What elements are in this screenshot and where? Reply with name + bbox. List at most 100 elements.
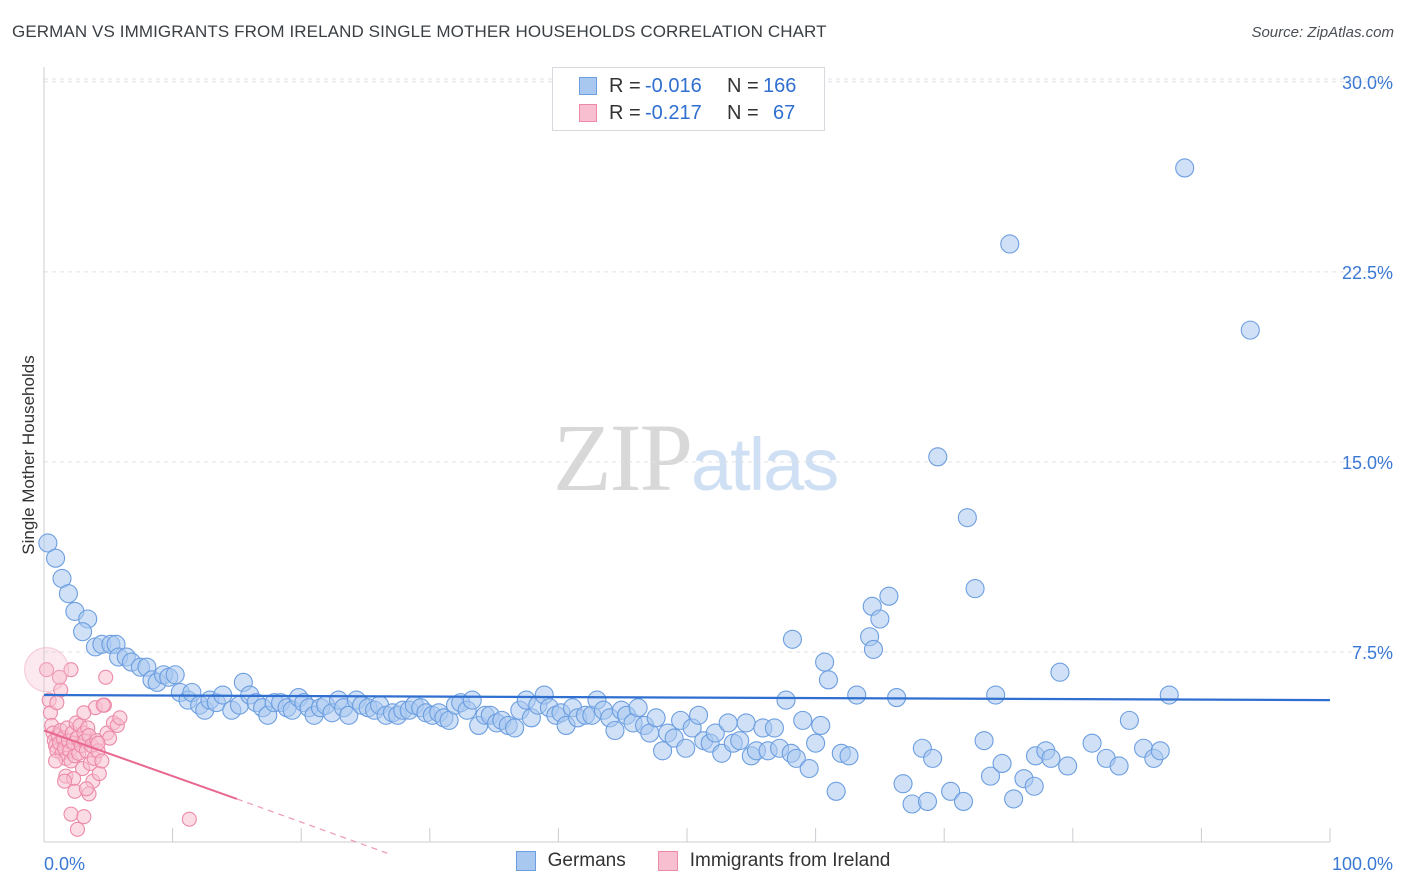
point-ireland	[94, 753, 110, 769]
point-germans	[923, 748, 943, 768]
point-germans	[1119, 710, 1139, 730]
point-germans	[165, 665, 185, 685]
point-germans	[1082, 733, 1102, 753]
point-ireland	[39, 662, 55, 678]
trend-germans	[43, 693, 1331, 702]
point-germans	[965, 579, 985, 599]
point-germans	[786, 748, 806, 768]
point-germans	[705, 723, 725, 743]
point-germans	[505, 718, 525, 738]
series-legend-swatch-germans	[515, 851, 536, 871]
legend-n-value: 67	[773, 101, 796, 124]
watermark-zip: ZIP	[553, 404, 693, 511]
point-germans	[839, 746, 859, 766]
legend-swatch-germans	[579, 77, 597, 95]
point-germans	[646, 708, 666, 728]
point-germans	[1058, 756, 1078, 776]
point-germans	[46, 548, 66, 568]
point-germans	[992, 753, 1012, 773]
point-germans	[339, 705, 359, 725]
point-germans	[73, 622, 93, 642]
point-germans	[782, 629, 803, 649]
point-ireland	[76, 705, 92, 721]
legend-row-germans: R = -0.016 N = 166	[553, 73, 796, 99]
trend-ireland-extension	[236, 798, 392, 856]
watermark: ZIPatlas	[553, 402, 839, 513]
point-germans	[806, 733, 826, 753]
series-legend-ireland: Immigrants from Ireland	[657, 850, 890, 872]
point-ireland	[95, 697, 111, 713]
source-label: Source: ZipAtlas.com	[1251, 24, 1394, 41]
legend-n-value: 166	[763, 74, 797, 97]
point-ireland	[48, 753, 64, 769]
point-germans	[1240, 320, 1260, 340]
point-ireland	[69, 821, 85, 837]
point-germans	[928, 447, 948, 467]
point-germans	[793, 710, 813, 730]
point-ireland	[98, 669, 114, 685]
point-germans	[689, 705, 709, 725]
point-ireland	[51, 669, 67, 685]
point-ireland	[63, 806, 79, 822]
point-germans	[676, 738, 696, 758]
legend-n-label: N =	[727, 74, 759, 97]
point-germans	[826, 781, 846, 801]
point-germans	[953, 791, 974, 812]
point-germans	[1000, 234, 1020, 254]
point-germans	[736, 713, 756, 733]
correlation-legend: R = -0.016 N = 166 R = -0.217 N = 67	[552, 67, 825, 131]
point-ireland	[112, 710, 128, 726]
point-germans	[1024, 776, 1044, 796]
point-germans	[811, 715, 831, 735]
point-germans	[628, 698, 648, 718]
point-germans	[799, 758, 819, 779]
point-ireland	[91, 766, 107, 782]
point-germans	[893, 774, 913, 794]
y-axis-label: Single Mother Households	[19, 355, 38, 554]
point-germans	[974, 731, 994, 751]
point-germans	[58, 584, 78, 604]
trend-ireland	[43, 729, 238, 800]
legend-r-value: -0.217	[645, 101, 702, 124]
y-tick-label: 15.0%	[1342, 453, 1393, 473]
point-germans	[815, 652, 835, 672]
legend-r-value: -0.016	[645, 74, 702, 97]
series-legend-germans: Germans	[515, 850, 626, 872]
point-germans	[1159, 685, 1179, 705]
point-germans	[653, 741, 673, 761]
legend-r-label: R =	[609, 101, 641, 124]
legend-row-ireland: R = -0.217 N = 67	[553, 100, 795, 126]
point-germans	[980, 766, 1001, 786]
point-germans	[1150, 741, 1170, 761]
watermark-atlas: atlas	[691, 423, 839, 506]
y-tick-label: 22.5%	[1342, 263, 1393, 283]
chart-title: GERMAN VS IMMIGRANTS FROM IRELAND SINGLE…	[12, 22, 827, 41]
point-ireland	[63, 662, 79, 678]
point-germans	[764, 718, 784, 738]
series-legend-label: Germans	[547, 850, 626, 871]
legend-r-label: R =	[609, 74, 641, 97]
point-germans	[818, 670, 839, 690]
point-ireland	[78, 781, 94, 797]
point-germans	[1041, 748, 1061, 768]
series-legend-swatch-ireland	[657, 851, 678, 871]
y-tick-label: 7.5%	[1352, 643, 1393, 663]
legend-swatch-ireland	[579, 104, 597, 122]
point-ireland	[76, 809, 92, 825]
point-ireland-large	[24, 647, 70, 693]
point-germans	[1175, 158, 1195, 178]
point-germans	[1004, 789, 1024, 809]
point-germans	[863, 639, 884, 659]
point-germans	[986, 685, 1006, 705]
point-germans	[879, 586, 899, 606]
point-germans	[605, 720, 625, 741]
point-ireland	[57, 773, 73, 789]
point-germans	[917, 791, 938, 812]
point-ireland	[181, 811, 197, 827]
y-tick-label: 30.0%	[1342, 73, 1393, 93]
point-germans	[957, 508, 977, 528]
x-tick-label: 100.0%	[1332, 854, 1393, 874]
point-germans	[870, 609, 890, 629]
legend-n-label: N =	[727, 101, 759, 124]
